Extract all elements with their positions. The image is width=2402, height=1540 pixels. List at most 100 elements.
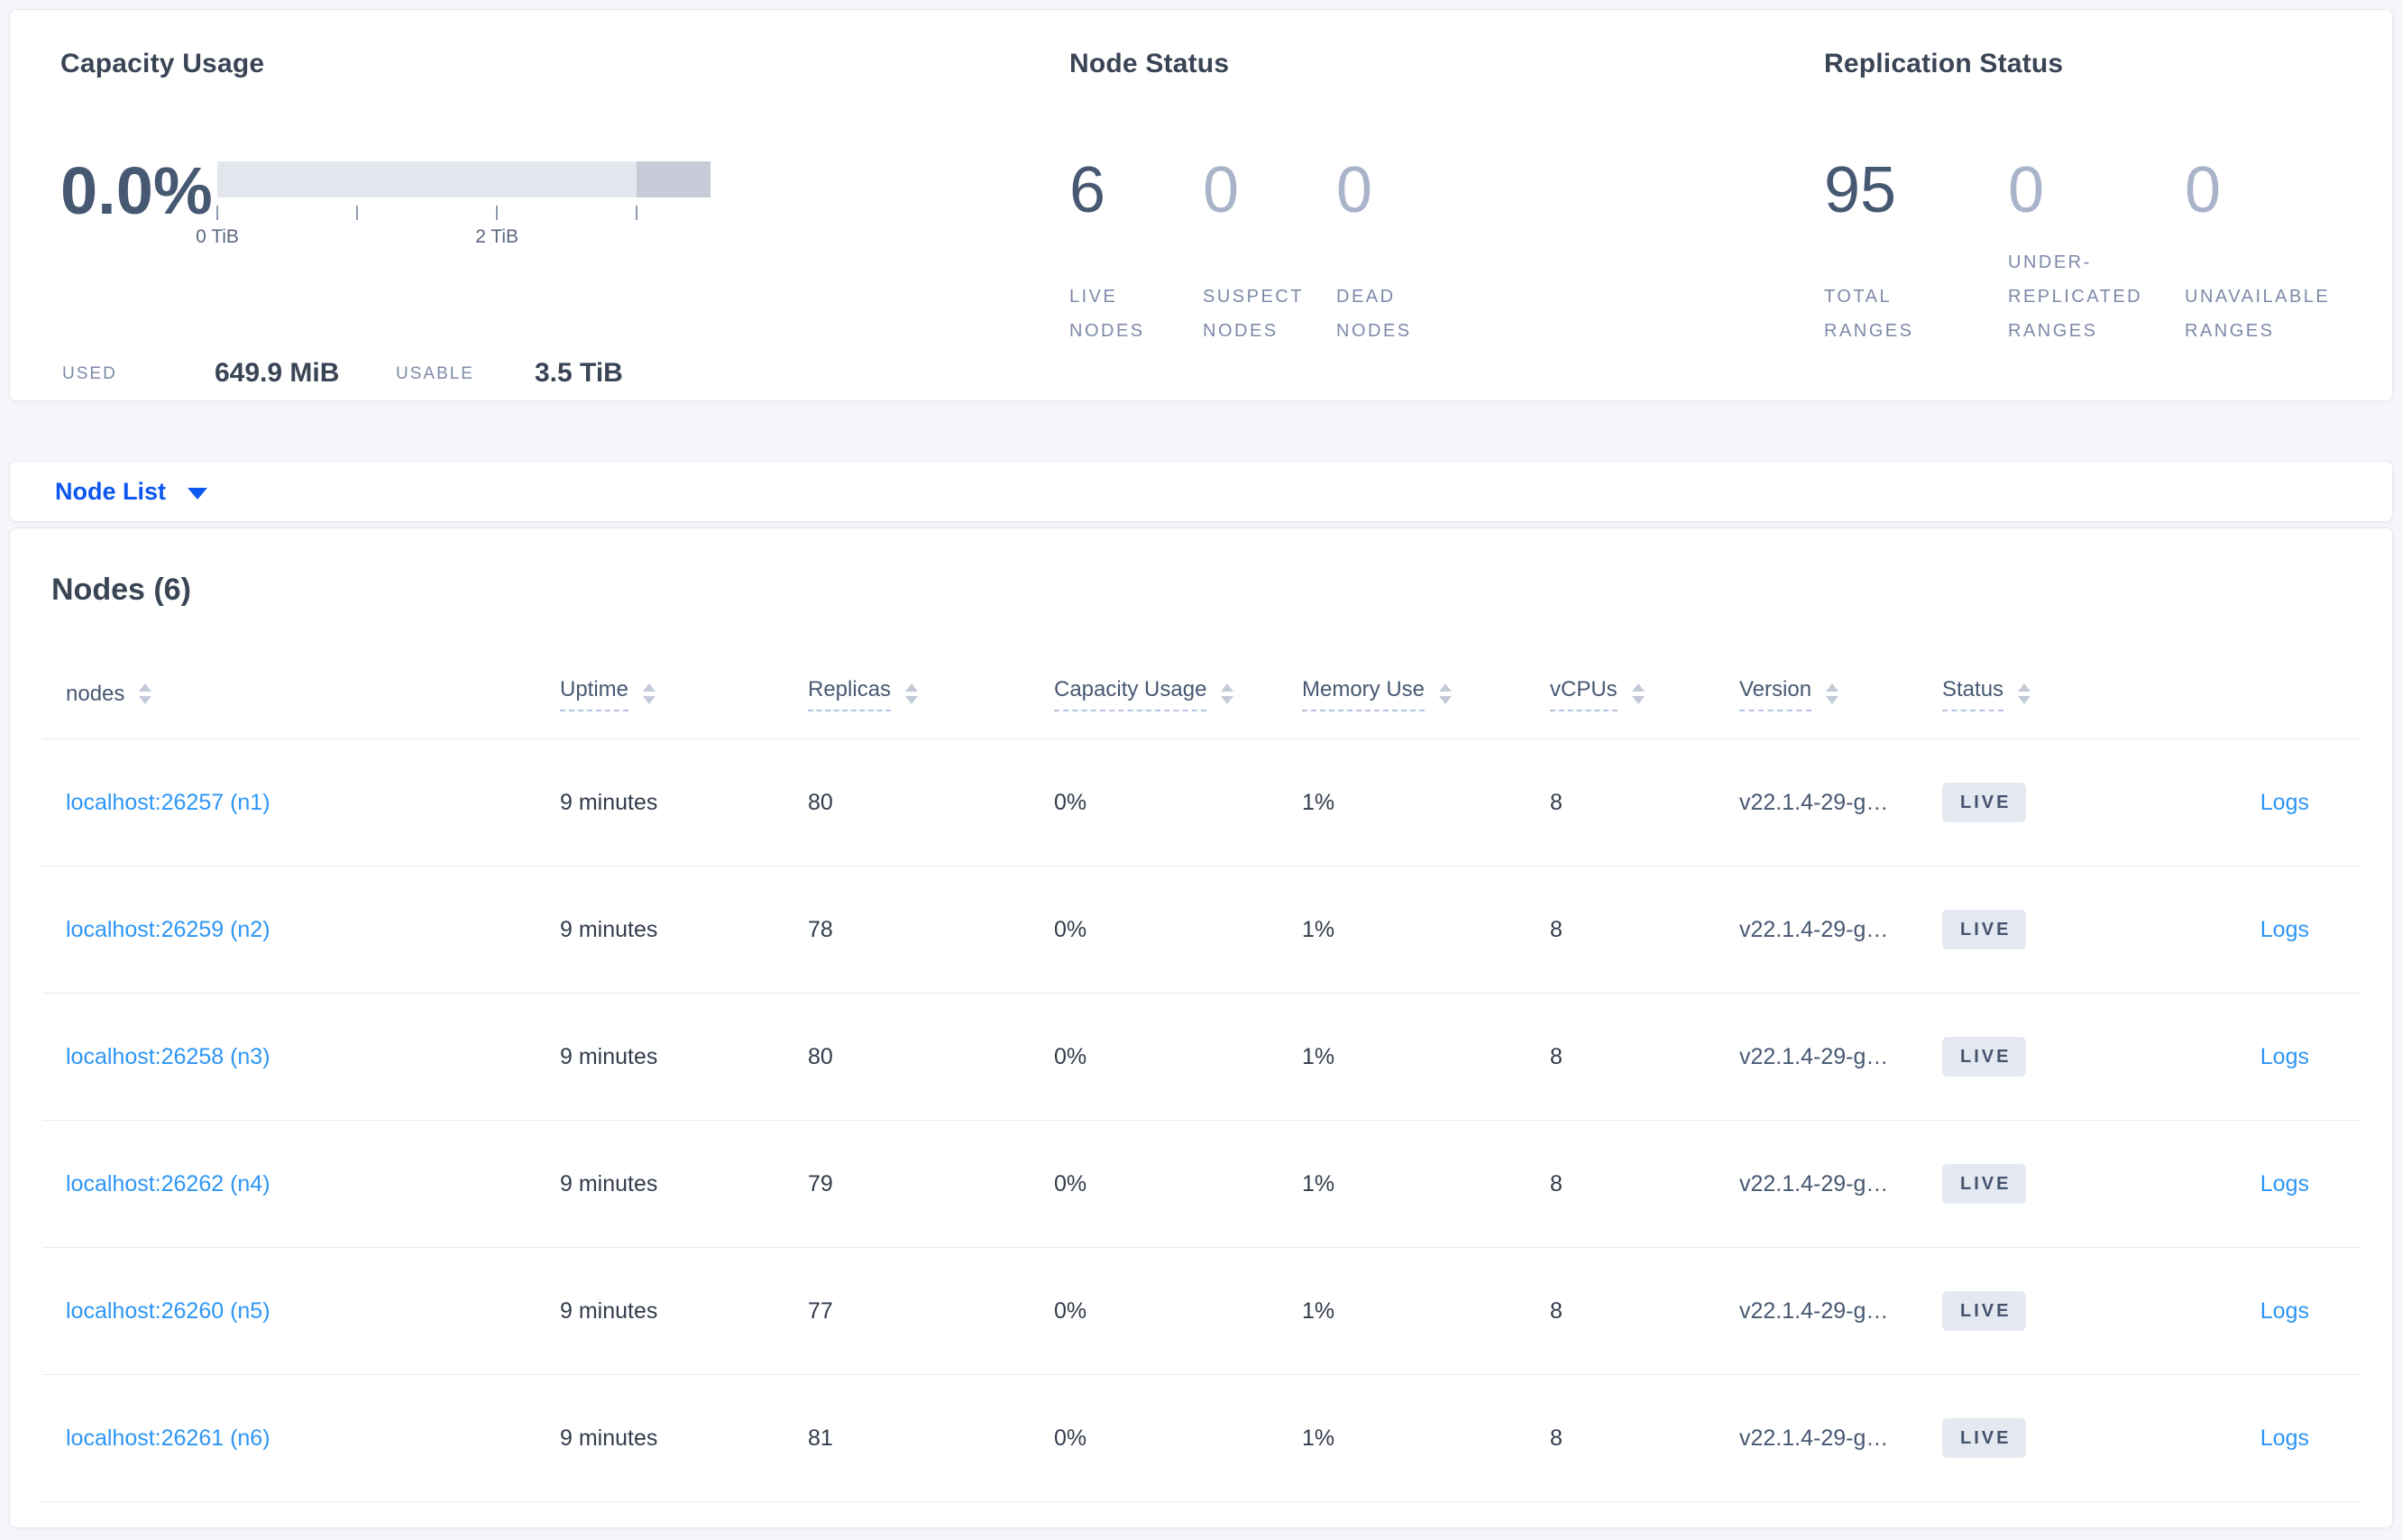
sort-up-arrow-icon: [1439, 683, 1453, 692]
node-link[interactable]: localhost:26261 (n6): [66, 1425, 270, 1451]
column-header-label[interactable]: Replicas: [808, 677, 892, 711]
axis-tick: [216, 206, 218, 220]
node-link[interactable]: localhost:26259 (n2): [66, 916, 270, 942]
memory-cell: 1%: [1302, 1425, 1335, 1451]
metric-label: DEAD NODES: [1336, 287, 1412, 341]
capacity-cell: 0%: [1054, 916, 1087, 942]
replicas-cell: 78: [808, 916, 833, 942]
sort-icon[interactable]: [1631, 683, 1645, 704]
capacity-cell: 0%: [1054, 1425, 1087, 1451]
sort-icon[interactable]: [1439, 683, 1453, 704]
axis-tick: [355, 206, 358, 220]
node-link[interactable]: localhost:26260 (n5): [66, 1297, 270, 1324]
replication-status-section: Replication Status 95 TOTAL RANGES 0 UNDER-…: [1824, 46, 2392, 341]
version-cell: v22.1.4-29-g…: [1739, 1170, 1889, 1196]
capacity-cell: 0%: [1054, 1170, 1087, 1196]
logs-link[interactable]: Logs: [2260, 1297, 2309, 1324]
status-cell: LIVE: [1919, 1164, 2135, 1204]
node-link[interactable]: localhost:26262 (n4): [66, 1170, 270, 1196]
summary-metric: 95 TOTAL RANGES: [1824, 154, 2008, 348]
capacity-usage-title: Capacity Usage: [60, 49, 265, 78]
column-header-vCPUs: vCPUs: [1526, 677, 1716, 711]
axis-tick-label: 0 TiB: [196, 226, 239, 247]
sort-down-arrow-icon: [1826, 696, 1839, 704]
cluster-summary-card: Capacity Usage 0.0% 0 TiB 2 TiB USED 649.…: [9, 9, 2393, 401]
column-header-label[interactable]: nodes: [66, 681, 125, 706]
node-cell: localhost:26260 (n5): [42, 1298, 536, 1325]
status-badge: LIVE: [1942, 1291, 2027, 1331]
status-badge: LIVE: [1942, 1164, 2027, 1204]
metric-label: UNDER- REPLICATED RANGES: [2008, 252, 2143, 341]
table-row: localhost:26262 (n4) 9 minutes 79 0% 1% 8 v22.…: [42, 1121, 2360, 1248]
logs-cell: Logs: [2135, 790, 2360, 816]
sort-up-arrow-icon: [905, 683, 919, 692]
sort-down-arrow-icon: [643, 696, 656, 704]
logs-link[interactable]: Logs: [2260, 789, 2309, 815]
column-header-label[interactable]: vCPUs: [1550, 677, 1618, 711]
summary-metric: 0 UNDER- REPLICATED RANGES: [2008, 154, 2185, 348]
metric-value: 0: [1336, 154, 1373, 226]
column-header-Capacity Usage: Capacity Usage: [1031, 677, 1279, 711]
vcpus-cell: 8: [1550, 1297, 1563, 1324]
node-cell: localhost:26257 (n1): [42, 790, 536, 816]
nodes-table-header-row: nodes Uptime Replicas Capacity Usage Memory …: [42, 649, 2360, 739]
used-value: 649.9 MiB: [215, 358, 340, 388]
vcpus-cell: 8: [1550, 1425, 1563, 1451]
axis-tick: [635, 206, 637, 220]
sort-icon[interactable]: [1826, 683, 1839, 704]
uptime-cell: 9 minutes: [560, 916, 658, 942]
node-link[interactable]: localhost:26257 (n1): [66, 789, 270, 815]
sort-down-arrow-icon: [139, 696, 152, 704]
metric-value: 0: [2008, 154, 2045, 226]
sort-icon[interactable]: [2018, 683, 2031, 704]
node-list-dropdown[interactable]: Node List: [55, 477, 208, 506]
column-header-label[interactable]: Uptime: [560, 677, 629, 711]
memory-cell: 1%: [1302, 1043, 1335, 1069]
uptime-cell: 9 minutes: [560, 1043, 658, 1069]
sort-icon[interactable]: [643, 683, 656, 704]
uptime-cell: 9 minutes: [560, 789, 658, 815]
sort-icon[interactable]: [139, 683, 152, 704]
column-header-Status: Status: [1919, 677, 2135, 711]
memory-cell: 1%: [1302, 1170, 1335, 1196]
column-header-label[interactable]: Version: [1739, 677, 1812, 711]
column-header-Replicas: Replicas: [784, 677, 1031, 711]
vcpus-cell: 8: [1550, 1170, 1563, 1196]
logs-link[interactable]: Logs: [2260, 916, 2309, 942]
node-link[interactable]: localhost:26258 (n3): [66, 1043, 270, 1069]
axis-tick-label: 2 TiB: [475, 226, 519, 247]
capacity-cell: 0%: [1054, 1297, 1087, 1324]
memory-cell: 1%: [1302, 1297, 1335, 1324]
sort-icon[interactable]: [1221, 683, 1234, 704]
logs-link[interactable]: Logs: [2260, 1425, 2309, 1451]
node-list-dropdown-label: Node List: [55, 477, 167, 505]
column-header-label[interactable]: Memory Use: [1302, 677, 1426, 711]
capacity-used-usable-row: USED 649.9 MiB USABLE 3.5 TiB: [60, 351, 692, 389]
logs-link[interactable]: Logs: [2260, 1043, 2309, 1069]
replication-status-title: Replication Status: [1824, 49, 2064, 78]
sort-down-arrow-icon: [905, 696, 919, 704]
replicas-cell: 80: [808, 789, 833, 815]
replication-status-metrics: 95 TOTAL RANGES 0 UNDER- REPLICATED RANGES 0…: [1824, 154, 2392, 348]
node-cell: localhost:26259 (n2): [42, 917, 536, 943]
column-header-Memory Use: Memory Use: [1279, 677, 1526, 711]
status-cell: LIVE: [1919, 1037, 2135, 1077]
vcpus-cell: 8: [1550, 916, 1563, 942]
status-badge: LIVE: [1942, 1418, 2027, 1458]
column-header-label[interactable]: Status: [1942, 677, 2004, 711]
logs-link[interactable]: Logs: [2260, 1170, 2309, 1196]
sort-icon[interactable]: [905, 683, 919, 704]
table-row: localhost:26259 (n2) 9 minutes 78 0% 1% 8 v22.…: [42, 866, 2360, 994]
logs-cell: Logs: [2135, 1044, 2360, 1070]
table-row: localhost:26261 (n6) 9 minutes 81 0% 1% 8 v22.…: [42, 1375, 2360, 1502]
table-row: localhost:26258 (n3) 9 minutes 80 0% 1% 8 v22.…: [42, 994, 2360, 1121]
capacity-bar-chart: 0 TiB 2 TiB: [196, 161, 711, 252]
sort-up-arrow-icon: [643, 683, 656, 692]
column-header-label[interactable]: Capacity Usage: [1054, 677, 1207, 711]
status-cell: LIVE: [1919, 783, 2135, 822]
sort-down-arrow-icon: [1221, 696, 1234, 704]
capacity-bar-segment: [636, 161, 711, 197]
logs-cell: Logs: [2135, 1425, 2360, 1452]
metric-label: TOTAL RANGES: [1824, 287, 1914, 341]
sort-down-arrow-icon: [2018, 696, 2031, 704]
